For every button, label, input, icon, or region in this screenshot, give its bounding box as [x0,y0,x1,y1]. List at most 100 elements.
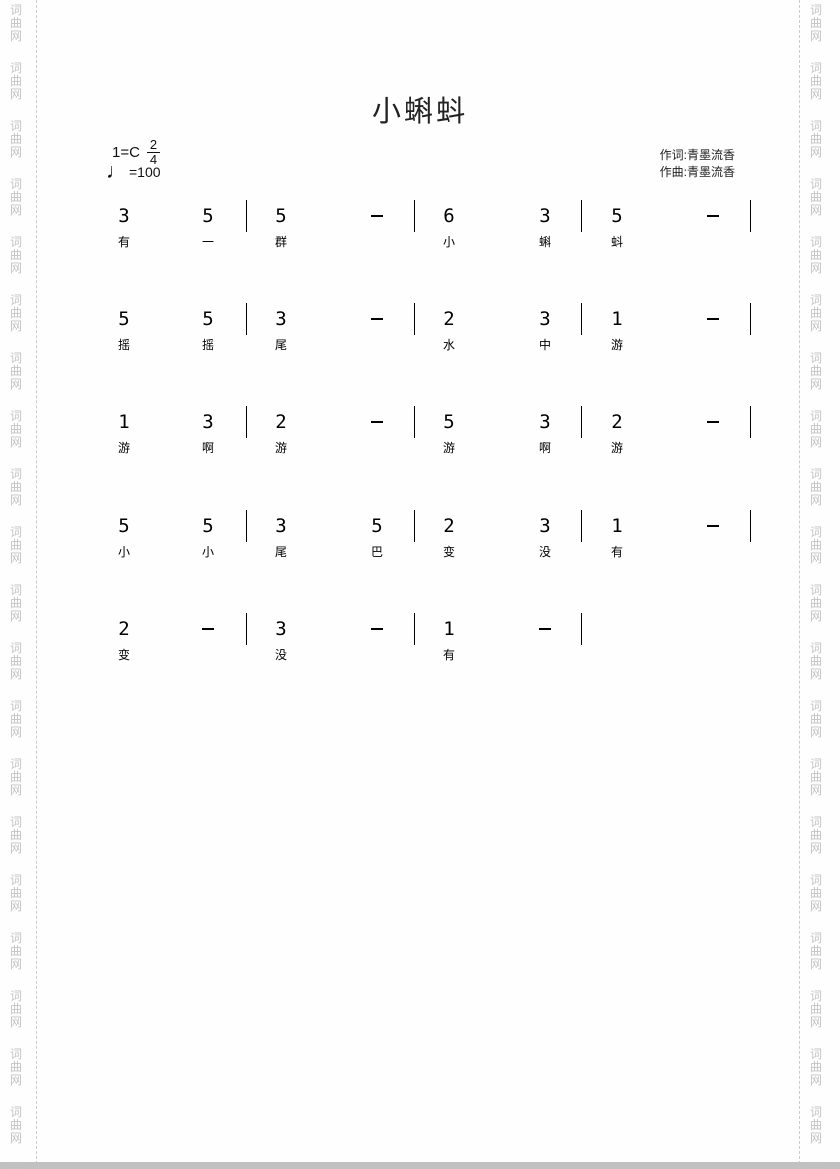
watermark-group: 词曲网 [5,120,27,159]
watermark-char: 网 [809,493,822,507]
note-digit: 5 [275,205,287,227]
watermark-group: 词曲网 [805,294,827,333]
note-digit: 6 [443,205,455,227]
watermark-group: 词曲网 [5,410,27,449]
watermark-char: 曲 [809,538,822,552]
barline [414,613,415,645]
watermark-char: 网 [9,377,22,391]
watermark-char: 词 [809,641,822,655]
note-digit: 1 [611,515,623,537]
watermark-char: 曲 [809,422,822,436]
key-time-signature: 1=C 2 4 [112,138,160,166]
watermark-char: 曲 [809,944,822,958]
barline [414,303,415,335]
watermark-group: 词曲网 [805,874,827,913]
barline [581,613,582,645]
watermark-char: 词 [809,1105,822,1119]
tempo-value: =100 [129,163,161,180]
watermark-group: 词曲网 [805,1164,827,1169]
watermark-char: 词 [809,873,822,887]
key-signature: 1=C [112,144,140,161]
music-system: 1 游 3 啊 2 游 5 游 3 啊 2 游 [0,406,840,471]
watermark-char: 曲 [9,422,22,436]
watermark-char: 网 [809,841,822,855]
watermark-char: 曲 [809,74,822,88]
watermark-char: 网 [9,783,22,797]
note-digit: 5 [443,411,455,433]
lyric-char: 小 [117,545,131,559]
sustain-dash [202,628,214,630]
lyric-char: 尾 [274,545,288,559]
watermark-char: 曲 [809,364,822,378]
note-digit: 3 [275,618,287,640]
note-digit: 3 [539,411,551,433]
watermark-char: 曲 [9,364,22,378]
sustain-dash [707,318,719,320]
watermark-group: 词曲网 [5,642,27,681]
note-digit: 2 [443,515,455,537]
watermark-char: 词 [809,177,822,191]
sustain-dash [707,215,719,217]
composer-credit: 作曲:青墨流香 [659,165,735,179]
barline [750,510,751,542]
watermark-char: 网 [809,29,822,43]
watermark-char: 曲 [9,248,22,262]
watermark-char: 词 [809,815,822,829]
bottom-edge-bar [0,1162,840,1169]
watermark-char: 曲 [809,828,822,842]
time-signature-bar [146,152,160,153]
watermark-char: 词 [809,351,822,365]
note-digit: 3 [275,308,287,330]
lyric-char: 游 [274,441,288,455]
watermark-group: 词曲网 [805,178,827,217]
watermark-char: 曲 [9,770,22,784]
lyric-char: 啊 [538,441,552,455]
lyric-char: 有 [442,648,456,662]
barline [246,510,247,542]
lyric-char: 群 [274,235,288,249]
watermark-char: 曲 [809,1118,822,1132]
watermark-char: 词 [9,351,22,365]
watermark-char: 曲 [9,1002,22,1016]
watermark-char: 词 [809,409,822,423]
note-digit: 3 [202,411,214,433]
watermark-group: 词曲网 [5,1048,27,1087]
watermark-char: 曲 [9,654,22,668]
watermark-char: 词 [805,1164,827,1169]
watermark-group: 词曲网 [5,1164,27,1169]
watermark-char: 网 [809,551,822,565]
watermark-char: 曲 [9,132,22,146]
watermark-char: 词 [9,293,22,307]
watermark-group: 词曲网 [5,178,27,217]
note-digit: 2 [275,411,287,433]
sustain-dash [371,421,383,423]
watermark-char: 曲 [809,306,822,320]
watermark-char: 词 [809,525,822,539]
watermark-char: 词 [9,757,22,771]
note-digit: 3 [539,205,551,227]
watermark-group: 词曲网 [5,816,27,855]
watermark-char: 词 [9,1047,22,1061]
music-system: 2 变 3 没 1 有 [0,613,840,678]
lyric-char: 一 [201,235,215,249]
watermark-char: 网 [9,957,22,971]
lyric-char: 有 [610,545,624,559]
barline [581,303,582,335]
barline [750,200,751,232]
watermark-char: 词 [9,467,22,481]
watermark-group: 词曲网 [805,120,827,159]
watermark-char: 网 [9,609,22,623]
watermark-char: 网 [809,667,822,681]
sustain-dash [371,628,383,630]
watermark-char: 词 [9,699,22,713]
watermark-group: 词曲网 [5,294,27,333]
watermark-char: 网 [809,1131,822,1145]
watermark-char: 网 [809,957,822,971]
watermark-char: 网 [9,145,22,159]
watermark-char: 曲 [9,480,22,494]
sustain-dash [707,525,719,527]
watermark-char: 词 [9,61,22,75]
barline [414,200,415,232]
lyric-char: 游 [610,441,624,455]
note-digit: 5 [202,205,214,227]
